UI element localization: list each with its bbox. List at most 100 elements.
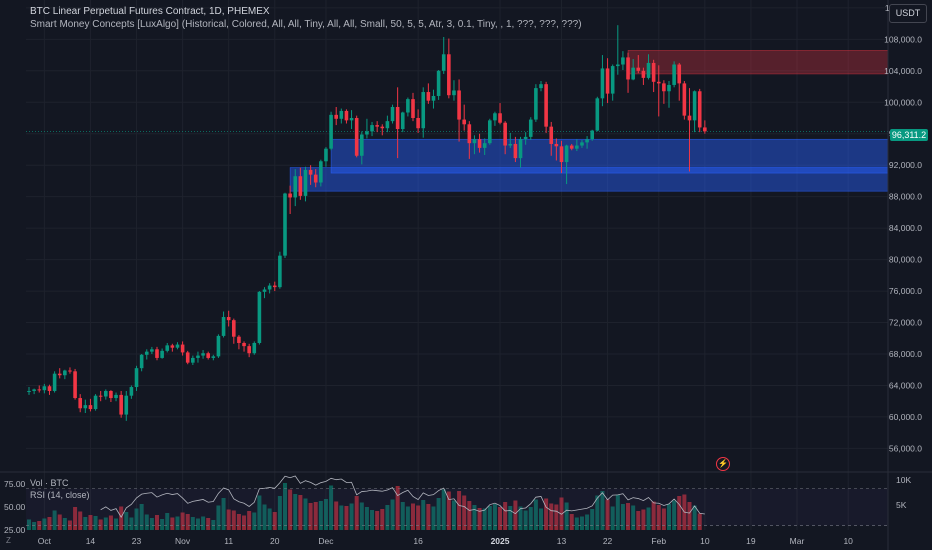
- candle-body: [78, 398, 82, 409]
- volume-bar: [544, 498, 549, 530]
- candle-body: [493, 113, 497, 121]
- volume-bar: [216, 505, 221, 530]
- volume-bar: [195, 518, 200, 530]
- price-tick-label: 108,000.0: [884, 34, 922, 44]
- volume-bar: [503, 502, 508, 530]
- candle-body: [662, 83, 666, 92]
- currency-button[interactable]: USDT: [889, 4, 927, 23]
- last-price-tag: 96,311.2: [890, 129, 928, 141]
- volume-bar: [349, 503, 354, 530]
- candle-body: [247, 346, 251, 354]
- rsi-tick-label: 50.00: [4, 502, 26, 512]
- rsi-tick-label: 75.00: [4, 479, 26, 489]
- volume-bar: [513, 500, 518, 530]
- candle-body: [400, 112, 405, 130]
- volume-bar: [114, 518, 119, 530]
- volume-bar: [605, 499, 610, 530]
- volume-bar: [651, 501, 656, 530]
- candle-body: [37, 389, 42, 391]
- volume-bar: [672, 500, 677, 530]
- volume-bar: [201, 516, 206, 530]
- volume-bar: [134, 508, 139, 530]
- rsi-line: [100, 475, 705, 518]
- volume-bar: [380, 509, 385, 530]
- candle-body: [104, 390, 108, 397]
- volume-bar: [615, 494, 620, 530]
- rsi-label[interactable]: RSI (14, close): [30, 490, 90, 500]
- candle-body: [98, 395, 103, 397]
- volume-bar: [313, 502, 318, 530]
- candle-body: [462, 119, 466, 125]
- volume-bar: [364, 507, 369, 530]
- candle-body: [559, 146, 564, 163]
- volume-bar: [610, 506, 615, 530]
- volume-bar: [667, 504, 671, 530]
- volume-bar: [579, 516, 584, 530]
- candle-body: [114, 394, 118, 399]
- volume-bar: [144, 514, 149, 530]
- volume-bar: [569, 514, 574, 530]
- volume-bar: [329, 485, 334, 530]
- time-tick-label: 2025: [491, 536, 510, 546]
- volume-bar: [661, 508, 666, 530]
- candle-body: [380, 126, 385, 129]
- volume-bar: [206, 518, 211, 530]
- candle-body: [385, 121, 390, 129]
- candle-body: [175, 344, 180, 348]
- candle-body: [68, 370, 72, 372]
- volume-bar: [185, 514, 190, 530]
- volume-bar: [129, 517, 134, 530]
- bearish-order-block: [627, 50, 889, 75]
- time-tick-label: Feb: [651, 536, 666, 546]
- candle-body: [697, 91, 702, 128]
- candle-body: [518, 139, 523, 159]
- indicator-legend[interactable]: Smart Money Concepts [LuxAlgo] (Historic…: [30, 19, 582, 30]
- price-tick-label: 60,000.0: [889, 412, 922, 422]
- candle-body: [242, 342, 246, 347]
- candle-body: [616, 64, 620, 67]
- candle-body: [416, 118, 420, 129]
- candle-body: [692, 91, 697, 121]
- candle-body: [375, 125, 379, 127]
- bullish-order-block: [289, 167, 889, 192]
- candle-body: [513, 143, 518, 159]
- candle-body: [47, 386, 52, 391]
- price-tick-label: 64,000.0: [889, 380, 922, 390]
- volume-bar: [426, 504, 431, 530]
- candle-body: [569, 145, 574, 149]
- candle-body: [237, 336, 241, 343]
- timezone-icon[interactable]: Z: [6, 536, 11, 545]
- candle-body: [421, 92, 426, 129]
- volume-bar: [323, 499, 328, 530]
- volume-bar: [375, 511, 380, 530]
- candle-body: [477, 139, 482, 148]
- volume-bar: [549, 503, 554, 530]
- candle-body: [42, 386, 47, 391]
- price-tick-label: 68,000.0: [889, 349, 922, 359]
- flash-icon[interactable]: ⚡: [716, 457, 730, 471]
- candle-body: [457, 90, 461, 120]
- volume-bar: [149, 518, 154, 530]
- time-tick-label: 10: [700, 536, 710, 546]
- volume-bar: [211, 520, 216, 530]
- volume-bar: [574, 517, 579, 530]
- time-tick-label: Oct: [38, 536, 52, 546]
- volume-bar: [477, 508, 482, 530]
- volume-bar: [600, 491, 605, 530]
- volume-bar: [564, 502, 569, 530]
- volume-bar: [283, 483, 287, 530]
- candle-body: [293, 176, 298, 198]
- volume-bar: [482, 508, 487, 530]
- volume-label[interactable]: Vol · BTC: [30, 478, 69, 488]
- volume-bar: [395, 486, 400, 530]
- volume-bar: [190, 517, 195, 530]
- volume-bar: [272, 512, 277, 530]
- candle-body: [32, 389, 36, 391]
- volume-bar: [124, 512, 129, 530]
- volume-bar: [585, 514, 590, 530]
- price-tick-label: 92,000.0: [889, 160, 922, 170]
- volume-bar: [400, 502, 405, 530]
- volume-bar: [175, 516, 180, 530]
- volume-bar: [390, 499, 395, 530]
